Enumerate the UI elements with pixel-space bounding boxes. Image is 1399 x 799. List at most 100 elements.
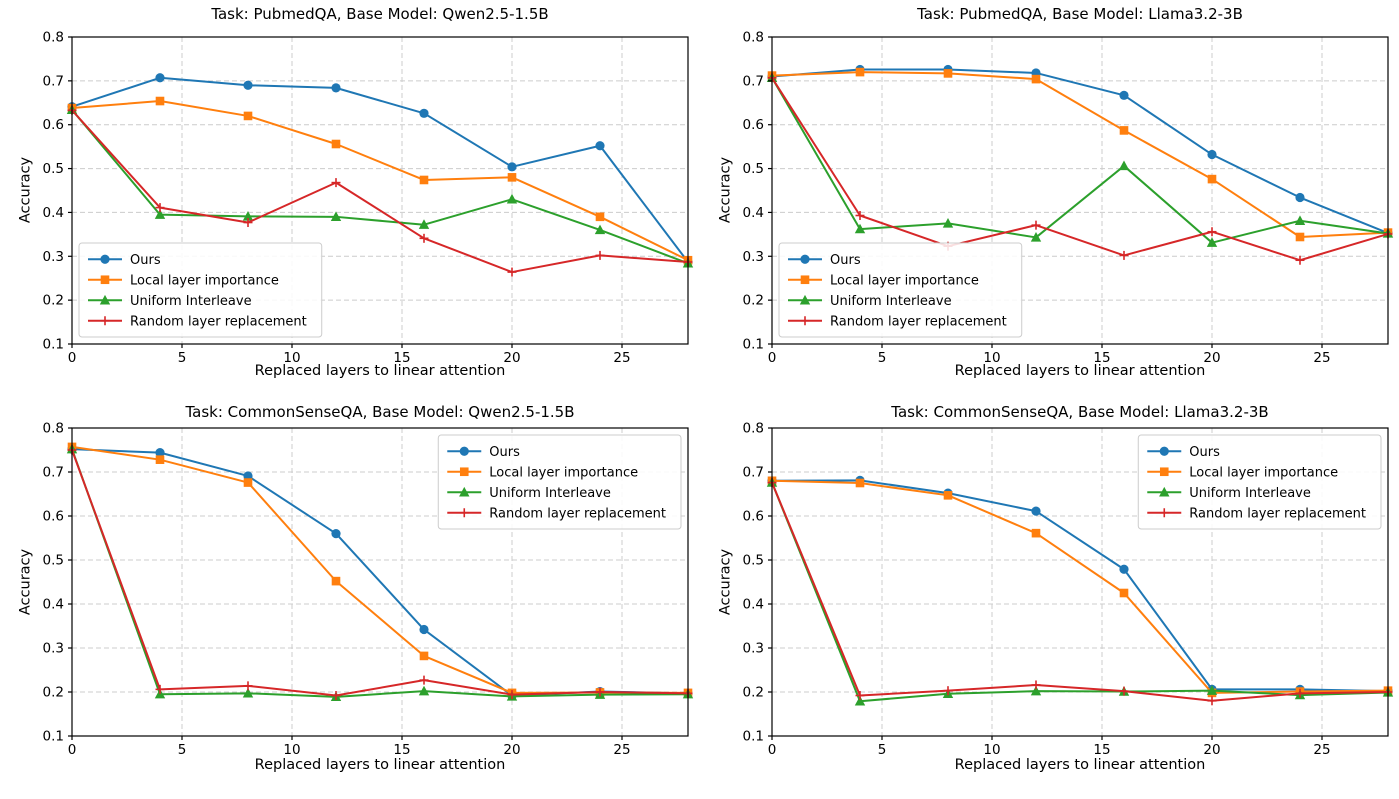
y-axis-label: Accuracy [17, 548, 34, 616]
legend-label: Local layer importance [130, 273, 279, 288]
plot-canvas: 0 5 10 15 20 25 0.1 0.2 0.3 0.4 0.5 0.6 0.7 0.8 Ours Lo… [43, 421, 694, 758]
x-tick-label: 25 [1313, 742, 1330, 758]
y-tick-label: 0.1 [743, 729, 764, 745]
series-line [71, 449, 689, 697]
y-axis-label: Accuracy [17, 156, 34, 224]
data-point-triangle [330, 211, 342, 222]
data-point-triangle [1206, 685, 1218, 695]
legend-label: Random layer replacement [830, 314, 1007, 329]
x-tick-label: 15 [393, 350, 410, 366]
x-tick-label: 10 [983, 742, 1000, 758]
y-tick-label: 0.8 [43, 421, 64, 437]
x-tick-label: 5 [878, 742, 887, 758]
y-tick-label: 0.5 [743, 161, 764, 177]
data-point-square [1031, 528, 1041, 538]
data-point-circle [459, 446, 469, 456]
y-tick-label: 0.6 [743, 509, 764, 525]
data-point-square [943, 69, 953, 78]
chart-title: Task: PubmedQA, Base Model: Qwen2.5-1.5B [211, 5, 549, 23]
x-tick-label: 15 [1093, 350, 1110, 366]
data-point-triangle [418, 685, 430, 696]
legend-box [778, 242, 1023, 338]
series-line [771, 479, 1389, 693]
legend-box [78, 242, 323, 338]
y-tick-label: 0.4 [43, 205, 64, 221]
data-point-circle [419, 624, 429, 635]
y-tick-label: 0.3 [743, 641, 764, 657]
data-point-square [459, 467, 469, 477]
y-tick-label: 0.8 [43, 30, 64, 46]
plot-border [771, 36, 1389, 345]
data-point-triangle [99, 294, 111, 305]
y-tick-label: 0.5 [43, 161, 64, 177]
data-point-circle [1207, 149, 1217, 160]
subplot-commonsenseqa-qwen2.5-1.5b: 0 5 10 15 20 25 0.1 0.2 0.3 0.4 0.5 0.6 0.7 0.8 Ours Lo… [0, 400, 700, 799]
data-point-circle [155, 448, 165, 458]
x-axis-label: Replaced layers to linear attention [254, 757, 506, 773]
data-point-square [1159, 467, 1169, 477]
x-tick-label: 5 [178, 350, 187, 366]
data-point-square [155, 455, 165, 464]
x-axis-label: Replaced layers to linear attention [954, 757, 1206, 773]
data-point-square [1207, 174, 1217, 184]
y-tick-label: 0.4 [743, 205, 764, 221]
chart-title: Task: CommonSenseQA, Base Model: Llama3.… [891, 403, 1269, 421]
data-point-square [800, 275, 810, 285]
series-line [71, 76, 689, 263]
plot-border [771, 427, 1389, 737]
data-point-circle [1031, 506, 1041, 516]
data-point-circle [507, 162, 517, 172]
data-point-square [243, 111, 253, 121]
data-point-triangle [1159, 486, 1170, 497]
y-axis-label: Accuracy [717, 156, 734, 224]
y-tick-label: 0.6 [43, 117, 64, 133]
data-point-square [331, 576, 341, 586]
x-axis-label: Replaced layers to linear attention [954, 363, 1206, 379]
legend-label: Local layer importance [489, 465, 638, 480]
y-tick-label: 0.3 [43, 249, 64, 265]
data-point-square [943, 491, 953, 500]
series-line [771, 479, 1389, 694]
x-tick-label: 10 [283, 350, 300, 366]
x-tick-label: 10 [283, 742, 300, 758]
x-tick-label: 5 [178, 742, 187, 758]
x-tick-label: 20 [1203, 742, 1220, 758]
legend-label: Random layer replacement [1189, 506, 1366, 521]
y-tick-label: 0.2 [43, 685, 64, 701]
x-tick-label: 20 [503, 350, 520, 366]
y-tick-label: 0.4 [743, 597, 764, 613]
data-point-circle [331, 83, 341, 93]
data-point-circle [1159, 446, 1169, 456]
x-tick-label: 0 [768, 742, 777, 758]
data-point-square [1031, 74, 1041, 84]
data-point-triangle [418, 219, 430, 229]
x-tick-label: 10 [983, 350, 1000, 366]
x-tick-label: 5 [878, 350, 887, 366]
x-tick-label: 15 [393, 742, 410, 758]
plot-border [71, 427, 689, 737]
data-point-triangle [459, 486, 470, 497]
y-tick-label: 0.5 [743, 553, 764, 569]
data-point-circle [243, 471, 253, 481]
legend-label: Ours [130, 253, 161, 268]
subplot-pubmedqa-qwen2.5-1.5b: 0 5 10 15 20 25 0.1 0.2 0.3 0.4 0.5 0.6 0.7 0.8 Ours Lo… [0, 0, 700, 400]
x-tick-label: 0 [768, 350, 777, 366]
x-tick-label: 20 [1203, 350, 1220, 366]
data-point-square [100, 275, 110, 285]
x-tick-label: 25 [613, 742, 630, 758]
legend-label: Uniform Interleave [1189, 486, 1311, 501]
y-tick-label: 0.7 [743, 73, 764, 89]
legend-box [1137, 434, 1382, 530]
data-point-circle [1119, 564, 1129, 574]
chart-title: Task: PubmedQA, Base Model: Llama3.2-3B [917, 5, 1243, 23]
legend-label: Local layer importance [1189, 465, 1338, 480]
y-tick-label: 0.7 [43, 73, 64, 89]
legend-label: Ours [830, 253, 861, 268]
data-point-square [1119, 588, 1129, 598]
data-point-circle [595, 141, 605, 151]
legend-box [437, 434, 682, 530]
data-point-circle [1295, 192, 1305, 203]
data-point-triangle [242, 687, 254, 698]
y-tick-label: 0.7 [43, 465, 64, 481]
